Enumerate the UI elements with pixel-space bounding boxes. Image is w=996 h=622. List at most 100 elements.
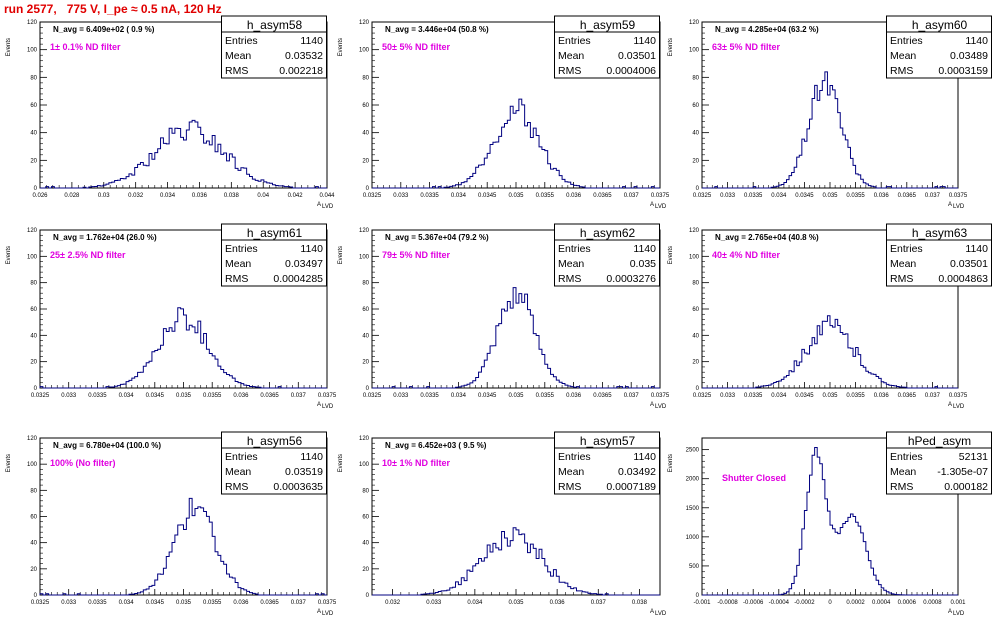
x-axis-title: A xyxy=(948,202,952,208)
histogram-name: h_asym56 xyxy=(247,434,303,448)
stats-label: Entries xyxy=(558,35,591,47)
stats-value: 0.002218 xyxy=(279,65,323,77)
x-tick-label: 0.036 xyxy=(233,600,249,606)
y-tick-label: 20 xyxy=(30,158,37,164)
stats-value: 1140 xyxy=(965,35,988,47)
stats-label: Mean xyxy=(225,50,251,62)
filter-label: 63± 5% ND filter xyxy=(712,42,780,52)
x-tick-label: 0.036 xyxy=(566,193,582,199)
x-tick-label: 0.033 xyxy=(61,393,77,399)
y-tick-label: 20 xyxy=(30,360,37,366)
stats-label: Mean xyxy=(558,466,584,478)
x-axis-title: A xyxy=(317,202,321,208)
x-tick-label: 0.0004 xyxy=(872,600,891,606)
x-tick-label: 0.034 xyxy=(160,193,176,199)
y-tick-label: 0 xyxy=(366,386,370,392)
stats-value: 0.0004285 xyxy=(273,273,323,285)
filter-label: 1± 0.1% ND filter xyxy=(50,42,121,52)
filter-label: 10± 1% ND filter xyxy=(382,458,450,468)
y-tick-label: 80 xyxy=(30,75,37,81)
x-tick-label: 0.0365 xyxy=(260,393,279,399)
y-tick-label: 80 xyxy=(692,281,699,287)
stats-label: Entries xyxy=(225,35,258,47)
stats-label: Mean xyxy=(890,50,916,62)
x-tick-label: 0.035 xyxy=(176,393,192,399)
stats-value: 0.03501 xyxy=(950,258,988,270)
y-tick-label: 60 xyxy=(692,307,699,313)
y-axis-title: Events xyxy=(338,454,344,472)
x-tick-label: 0.04 xyxy=(257,193,269,199)
y-tick-label: 120 xyxy=(27,436,38,442)
stats-box xyxy=(221,431,327,495)
x-tick-label: 0.035 xyxy=(822,393,838,399)
x-tick-label: -0.0004 xyxy=(769,600,790,606)
y-tick-label: 120 xyxy=(359,20,370,26)
y-tick-label: 100 xyxy=(359,254,370,260)
x-tick-label: 0.0335 xyxy=(420,193,439,199)
y-tick-label: 40 xyxy=(362,541,369,547)
stats-label: RMS xyxy=(558,65,581,77)
y-tick-label: 80 xyxy=(362,75,369,81)
y-tick-label: 20 xyxy=(30,567,37,573)
x-tick-label: 0.0345 xyxy=(795,193,814,199)
x-tick-label: 0.0365 xyxy=(898,393,917,399)
histogram-line xyxy=(372,287,660,389)
stats-box xyxy=(554,223,660,287)
x-tick-label: 0.0325 xyxy=(31,393,50,399)
x-tick-label: 0.033 xyxy=(720,193,736,199)
x-tick-label: 0.034 xyxy=(451,393,467,399)
x-tick-label: 0.0325 xyxy=(31,600,50,606)
y-tick-label: 80 xyxy=(362,488,369,494)
navg-label: N_avg = 2.765e+04 (40.8 %) xyxy=(715,233,819,242)
y-tick-label: 40 xyxy=(692,333,699,339)
y-tick-label: 80 xyxy=(30,488,37,494)
stats-value: 0.0003276 xyxy=(606,273,656,285)
filter-label: Shutter Closed xyxy=(722,473,786,483)
x-tick-label: 0.0006 xyxy=(898,600,917,606)
stats-value: 1140 xyxy=(633,35,656,47)
stats-value: 1140 xyxy=(965,243,988,255)
histogram-name: h_asym62 xyxy=(580,226,636,240)
filter-label: 50± 5% ND filter xyxy=(382,42,450,52)
histogram-panel-h_asym56: 0.0325 0.033 0.0335 0.034 0.0345 0.035 0.0355 0… xyxy=(6,431,337,617)
y-tick-label: 60 xyxy=(30,307,37,313)
stats-value: 0.0003159 xyxy=(938,65,988,77)
y-tick-label: 0 xyxy=(696,593,700,599)
stats-value: 0.0004006 xyxy=(606,65,656,77)
histogram-name: h_asym60 xyxy=(912,18,968,32)
stats-value: 0.03497 xyxy=(285,258,323,270)
stats-value: 0.03489 xyxy=(950,50,988,62)
stats-value: 1140 xyxy=(300,35,323,47)
stats-value: 0.03501 xyxy=(618,50,656,62)
x-axis-subscript: LVD xyxy=(953,404,965,410)
stats-value: 0.0004863 xyxy=(938,273,988,285)
histogram-name: h_asym63 xyxy=(912,226,968,240)
y-axis-title: Events xyxy=(6,246,12,264)
filter-label: 25± 2.5% ND filter xyxy=(50,250,126,260)
y-tick-label: 20 xyxy=(692,360,699,366)
filter-label: 79± 5% ND filter xyxy=(382,250,450,260)
x-axis-subscript: LVD xyxy=(655,611,667,617)
histogram-line xyxy=(39,497,327,596)
y-axis-title: Events xyxy=(338,246,344,264)
stats-label: Entries xyxy=(225,451,258,463)
x-tick-label: 0.044 xyxy=(319,193,335,199)
histogram-name: h_asym59 xyxy=(580,18,636,32)
y-tick-label: 100 xyxy=(27,254,38,260)
x-tick-label: 0.0345 xyxy=(795,393,814,399)
x-tick-label: 0.034 xyxy=(771,193,787,199)
histogram-line xyxy=(702,315,958,389)
stats-value: 52131 xyxy=(959,451,988,463)
y-tick-label: 100 xyxy=(27,462,38,468)
y-tick-label: 0 xyxy=(696,386,700,392)
histogram-line xyxy=(372,527,660,596)
y-tick-label: 0 xyxy=(696,186,700,192)
stats-value: 1140 xyxy=(300,451,323,463)
filter-label: 100% (No filter) xyxy=(50,458,116,468)
stats-label: Mean xyxy=(225,258,251,270)
y-tick-label: 40 xyxy=(30,333,37,339)
y-tick-label: 20 xyxy=(362,360,369,366)
run-title: run 2577, 775 V, I_pe ≈ 0.5 nA, 120 Hz xyxy=(4,2,222,16)
x-tick-label: 0.032 xyxy=(385,600,401,606)
